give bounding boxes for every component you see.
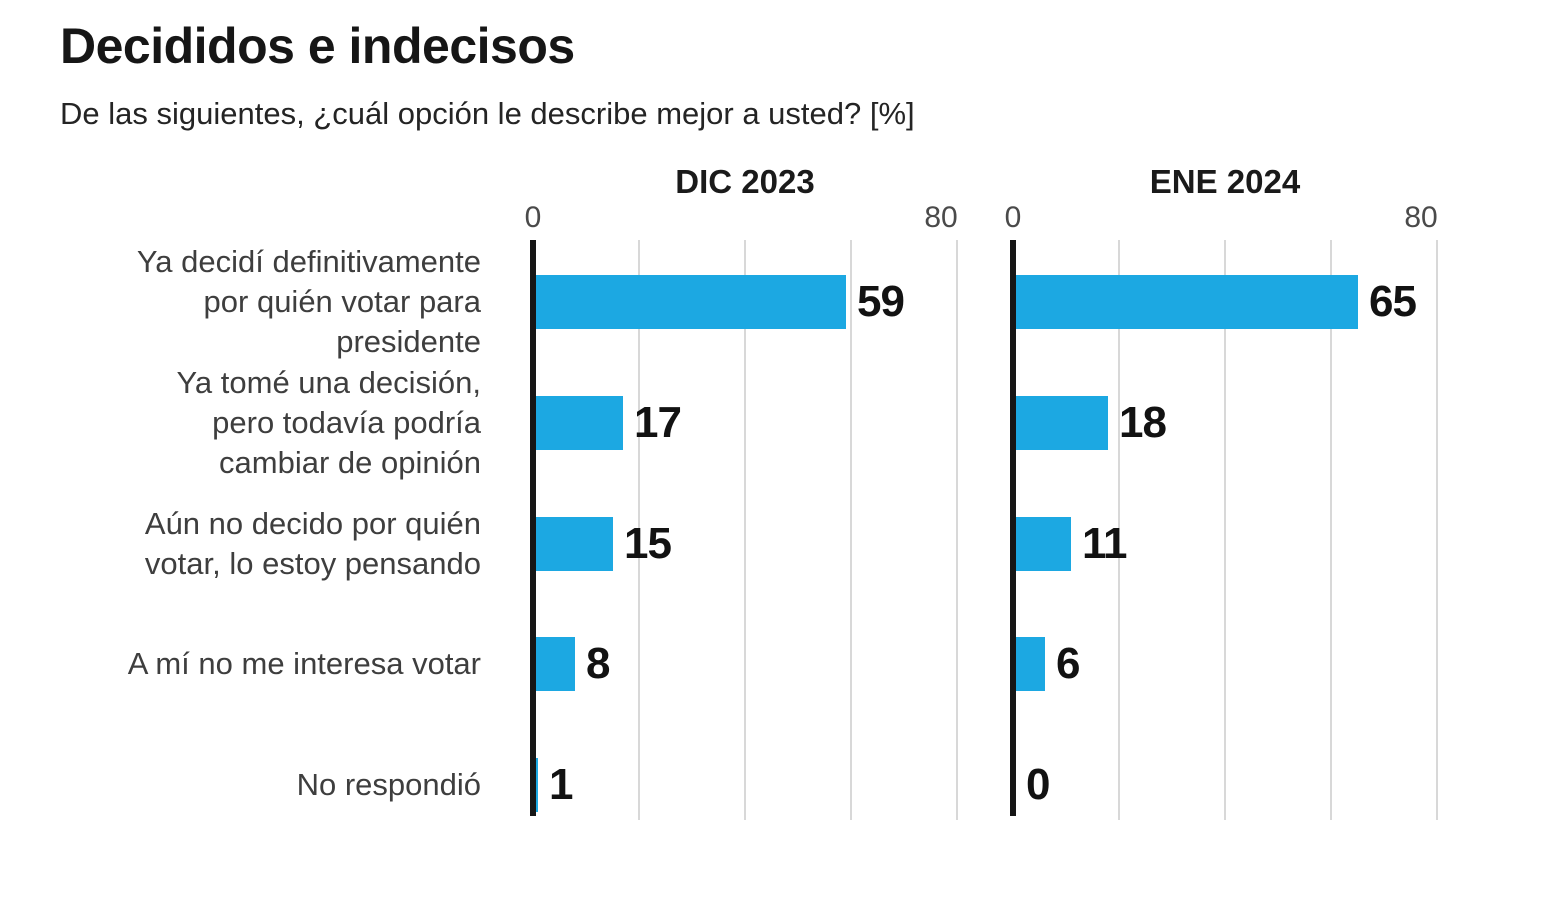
x-tick-label: 80 <box>1404 201 1438 234</box>
category-label: A mí no me interesa votar <box>0 644 481 684</box>
category-label: No respondió <box>0 765 481 805</box>
value-label: 6 <box>1056 639 1081 688</box>
bar <box>533 517 613 571</box>
value-label: 17 <box>634 398 682 447</box>
category-label: Aún no decido por quién votar, lo estoy p… <box>0 504 481 584</box>
panel-title-dic-2023: DIC 2023 <box>675 163 815 200</box>
value-label: 65 <box>1369 277 1417 326</box>
category-label-line: Aún no decido por quién <box>144 506 481 541</box>
value-label: 0 <box>1026 760 1051 809</box>
category-label-line: Ya decidí definitivamente <box>136 244 481 279</box>
category-label-line: pero todavía podría <box>212 405 481 440</box>
x-tick-label: 0 <box>1004 201 1022 234</box>
grid-line <box>638 240 640 820</box>
chart-title: Decididos e indecisos <box>60 18 575 74</box>
value-label: 8 <box>586 639 611 688</box>
grid-line <box>956 240 958 820</box>
bar <box>1013 517 1071 571</box>
category-label-line: A mí no me interesa votar <box>127 646 481 681</box>
value-label: 18 <box>1119 398 1167 447</box>
bar <box>1013 275 1358 329</box>
x-tick-label: 80 <box>924 201 958 234</box>
bar <box>533 275 846 329</box>
value-label: 15 <box>624 519 672 568</box>
category-label: Ya tomé una decisión, pero todavía podría… <box>0 363 481 483</box>
category-label-line: No respondió <box>296 767 481 802</box>
grid-line <box>1224 240 1226 820</box>
category-label-line: votar, lo estoy pensando <box>144 546 481 581</box>
y-axis-line <box>530 240 536 816</box>
panel-title-ene-2024: ENE 2024 <box>1149 163 1301 200</box>
grid-line <box>850 240 852 820</box>
bar <box>533 637 575 691</box>
chart-subtitle: De las siguientes, ¿cuál opción le descr… <box>60 96 915 131</box>
value-label: 59 <box>857 277 905 326</box>
bar <box>533 396 623 450</box>
grid-line <box>1118 240 1120 820</box>
bar <box>1013 396 1108 450</box>
category-label-line: presidente <box>336 324 481 359</box>
grid-line <box>744 240 746 820</box>
grid-line <box>1330 240 1332 820</box>
x-tick-label: 0 <box>524 201 542 234</box>
value-label: 1 <box>549 760 574 809</box>
value-label: 11 <box>1082 519 1128 568</box>
category-label-line: cambiar de opinión <box>219 445 481 480</box>
bar <box>1013 637 1045 691</box>
category-label: Ya decidí definitivamente por quién votar… <box>0 242 481 362</box>
category-label-line: Ya tomé una decisión, <box>176 365 481 400</box>
category-label-line: por quién votar para <box>203 284 481 319</box>
grid-line <box>1436 240 1438 820</box>
y-axis-line <box>1010 240 1016 816</box>
